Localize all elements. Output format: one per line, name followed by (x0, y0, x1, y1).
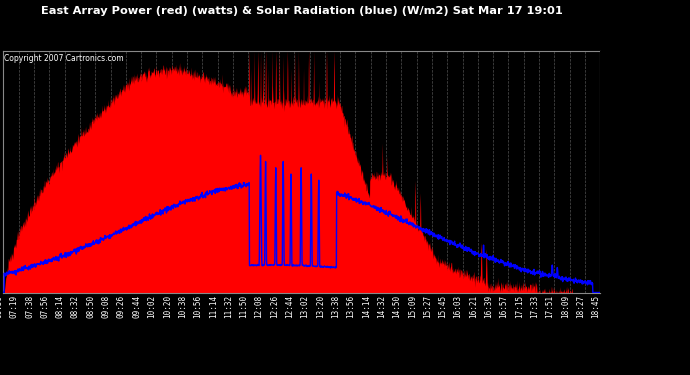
Text: 13:20: 13:20 (316, 294, 325, 318)
Text: 15:27: 15:27 (423, 294, 432, 318)
Text: 16:39: 16:39 (484, 294, 493, 318)
Text: 15:09: 15:09 (408, 294, 417, 318)
Text: 10:02: 10:02 (148, 294, 157, 318)
Text: 16:21: 16:21 (469, 294, 478, 318)
Text: 08:14: 08:14 (56, 294, 65, 318)
Text: 17:15: 17:15 (515, 294, 524, 318)
Text: 18:27: 18:27 (576, 294, 585, 318)
Text: 06:59: 06:59 (0, 294, 3, 318)
Text: 10:38: 10:38 (178, 294, 187, 318)
Text: 11:50: 11:50 (239, 294, 248, 318)
Text: 09:08: 09:08 (101, 294, 110, 318)
Text: 14:14: 14:14 (362, 294, 371, 318)
Text: 12:44: 12:44 (285, 294, 294, 318)
Text: 18:45: 18:45 (591, 294, 600, 318)
Text: 14:50: 14:50 (393, 294, 402, 318)
Text: East Array Power (red) (watts) & Solar Radiation (blue) (W/m2) Sat Mar 17 19:01: East Array Power (red) (watts) & Solar R… (41, 6, 563, 16)
Text: 10:56: 10:56 (193, 294, 202, 318)
Text: 13:56: 13:56 (346, 294, 355, 318)
Text: 11:32: 11:32 (224, 294, 233, 318)
Text: 17:33: 17:33 (530, 294, 539, 318)
Text: 14:32: 14:32 (377, 294, 386, 318)
Text: 17:51: 17:51 (545, 294, 554, 318)
Text: 16:03: 16:03 (453, 294, 462, 318)
Text: 13:38: 13:38 (331, 294, 340, 318)
Text: 12:26: 12:26 (270, 294, 279, 318)
Text: Copyright 2007 Cartronics.com: Copyright 2007 Cartronics.com (4, 54, 124, 63)
Text: 12:08: 12:08 (255, 294, 264, 318)
Text: 13:02: 13:02 (301, 294, 310, 318)
Text: 15:45: 15:45 (438, 294, 447, 318)
Text: 07:56: 07:56 (40, 294, 50, 318)
Text: 10:20: 10:20 (163, 294, 172, 318)
Text: 11:14: 11:14 (208, 294, 218, 318)
Text: 09:26: 09:26 (117, 294, 126, 318)
Text: 08:32: 08:32 (71, 294, 80, 318)
Text: 07:19: 07:19 (10, 294, 19, 318)
Text: 16:57: 16:57 (500, 294, 509, 318)
Text: 07:38: 07:38 (25, 294, 34, 318)
Text: 09:44: 09:44 (132, 294, 141, 318)
Text: 08:50: 08:50 (86, 294, 95, 318)
Text: 18:09: 18:09 (561, 294, 570, 318)
